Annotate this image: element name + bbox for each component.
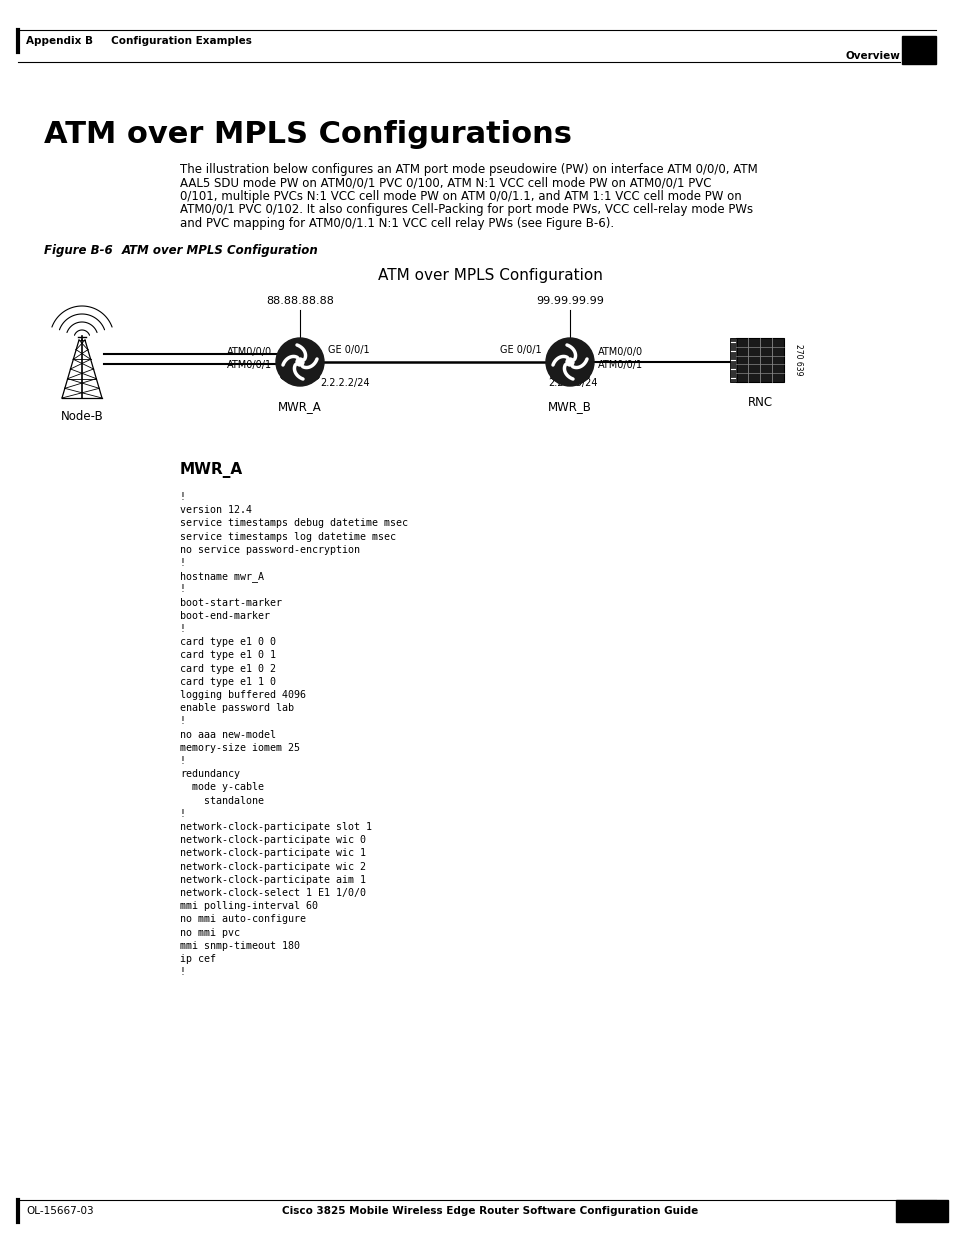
Text: ip cef: ip cef [180, 953, 215, 965]
Text: ATM over MPLS Configuration: ATM over MPLS Configuration [377, 268, 601, 283]
Text: standalone: standalone [180, 795, 264, 805]
Text: service timestamps debug datetime msec: service timestamps debug datetime msec [180, 519, 408, 529]
Text: network-clock-participate slot 1: network-clock-participate slot 1 [180, 823, 372, 832]
Bar [729, 338, 737, 382]
Text: Appendix B     Configuration Examples: Appendix B Configuration Examples [26, 36, 252, 46]
Text: ATM0/0/1: ATM0/0/1 [598, 359, 642, 370]
Text: 99.99.99.99: 99.99.99.99 [536, 296, 603, 306]
Text: MWR_A: MWR_A [278, 400, 321, 412]
Text: service timestamps log datetime msec: service timestamps log datetime msec [180, 531, 395, 542]
Text: ATM0/0/1: ATM0/0/1 [227, 359, 272, 370]
Text: version 12.4: version 12.4 [180, 505, 252, 515]
Text: no aaa new-model: no aaa new-model [180, 730, 275, 740]
Text: no service password-encryption: no service password-encryption [180, 545, 359, 555]
Text: AAL5 SDU mode PW on ATM0/0/1 PVC 0/100, ATM N:1 VCC cell mode PW on ATM0/0/1 PVC: AAL5 SDU mode PW on ATM0/0/1 PVC 0/100, … [180, 177, 711, 189]
Text: ATM over MPLS Configuration: ATM over MPLS Configuration [122, 245, 318, 257]
Text: network-clock-select 1 E1 1/0/0: network-clock-select 1 E1 1/0/0 [180, 888, 366, 898]
Text: !: ! [180, 809, 186, 819]
Text: RNC: RNC [746, 396, 772, 409]
Circle shape [295, 358, 304, 366]
Text: !: ! [180, 756, 186, 766]
Text: The illustration below configures an ATM port mode pseudowire (PW) on interface : The illustration below configures an ATM… [180, 163, 757, 177]
Circle shape [275, 338, 324, 387]
Text: B-41: B-41 [905, 1204, 937, 1218]
Bar [901, 36, 935, 64]
Text: memory-size iomem 25: memory-size iomem 25 [180, 742, 299, 753]
Text: 2.2.2.3/24: 2.2.2.3/24 [547, 378, 597, 388]
Text: ATM0/0/0: ATM0/0/0 [227, 347, 272, 357]
Bar [895, 1200, 947, 1221]
Text: network-clock-participate wic 2: network-clock-participate wic 2 [180, 862, 366, 872]
Ellipse shape [550, 370, 589, 383]
Text: MWR_A: MWR_A [180, 462, 243, 478]
Text: !: ! [180, 584, 186, 594]
Text: ATM0/0/0: ATM0/0/0 [598, 347, 642, 357]
Text: card type e1 1 0: card type e1 1 0 [180, 677, 275, 687]
Text: mmi polling-interval 60: mmi polling-interval 60 [180, 902, 317, 911]
Text: !: ! [180, 558, 186, 568]
Circle shape [565, 358, 574, 366]
Text: card type e1 0 1: card type e1 0 1 [180, 651, 275, 661]
Text: ATM0/0/1 PVC 0/102. It also configures Cell-Packing for port mode PWs, VCC cell-: ATM0/0/1 PVC 0/102. It also configures C… [180, 204, 752, 216]
Text: 0/101, multiple PVCs N:1 VCC cell mode PW on ATM 0/0/1.1, and ATM 1:1 VCC cell m: 0/101, multiple PVCs N:1 VCC cell mode P… [180, 190, 741, 203]
Text: 2.2.2.2/24: 2.2.2.2/24 [319, 378, 369, 388]
Text: !: ! [180, 492, 186, 501]
Circle shape [545, 338, 594, 387]
Text: boot-end-marker: boot-end-marker [180, 611, 270, 621]
Ellipse shape [280, 370, 319, 383]
Text: 270 639: 270 639 [793, 345, 802, 375]
Text: Cisco 3825 Mobile Wireless Edge Router Software Configuration Guide: Cisco 3825 Mobile Wireless Edge Router S… [281, 1207, 698, 1216]
Text: hostname mwr_A: hostname mwr_A [180, 572, 264, 582]
Text: network-clock-participate wic 0: network-clock-participate wic 0 [180, 835, 366, 845]
Text: ATM over MPLS Configurations: ATM over MPLS Configurations [44, 120, 572, 149]
Text: redundancy: redundancy [180, 769, 240, 779]
Text: card type e1 0 0: card type e1 0 0 [180, 637, 275, 647]
Text: !: ! [180, 716, 186, 726]
Text: no mmi pvc: no mmi pvc [180, 927, 240, 937]
Text: and PVC mapping for ATM0/0/1.1 N:1 VCC cell relay PWs (see Figure B-6).: and PVC mapping for ATM0/0/1.1 N:1 VCC c… [180, 217, 614, 230]
Text: GE 0/0/1: GE 0/0/1 [328, 345, 369, 354]
Text: logging buffered 4096: logging buffered 4096 [180, 690, 306, 700]
Text: Overview: Overview [844, 51, 899, 61]
Text: boot-start-marker: boot-start-marker [180, 598, 282, 608]
Text: OL-15667-03: OL-15667-03 [26, 1207, 93, 1216]
Text: mmi snmp-timeout 180: mmi snmp-timeout 180 [180, 941, 299, 951]
Bar [735, 338, 783, 382]
Text: mode y-cable: mode y-cable [180, 783, 264, 793]
Text: !: ! [180, 967, 186, 977]
Text: 88.88.88.88: 88.88.88.88 [266, 296, 334, 306]
Text: network-clock-participate aim 1: network-clock-participate aim 1 [180, 874, 366, 884]
Text: !: ! [180, 624, 186, 634]
Text: Figure B-6: Figure B-6 [44, 245, 112, 257]
Text: card type e1 0 2: card type e1 0 2 [180, 663, 275, 673]
Text: GE 0/0/1: GE 0/0/1 [500, 345, 541, 354]
Text: network-clock-participate wic 1: network-clock-participate wic 1 [180, 848, 366, 858]
Text: enable password lab: enable password lab [180, 703, 294, 713]
Text: MWR_B: MWR_B [547, 400, 591, 412]
Text: no mmi auto-configure: no mmi auto-configure [180, 914, 306, 925]
Text: Node-B: Node-B [61, 410, 103, 424]
